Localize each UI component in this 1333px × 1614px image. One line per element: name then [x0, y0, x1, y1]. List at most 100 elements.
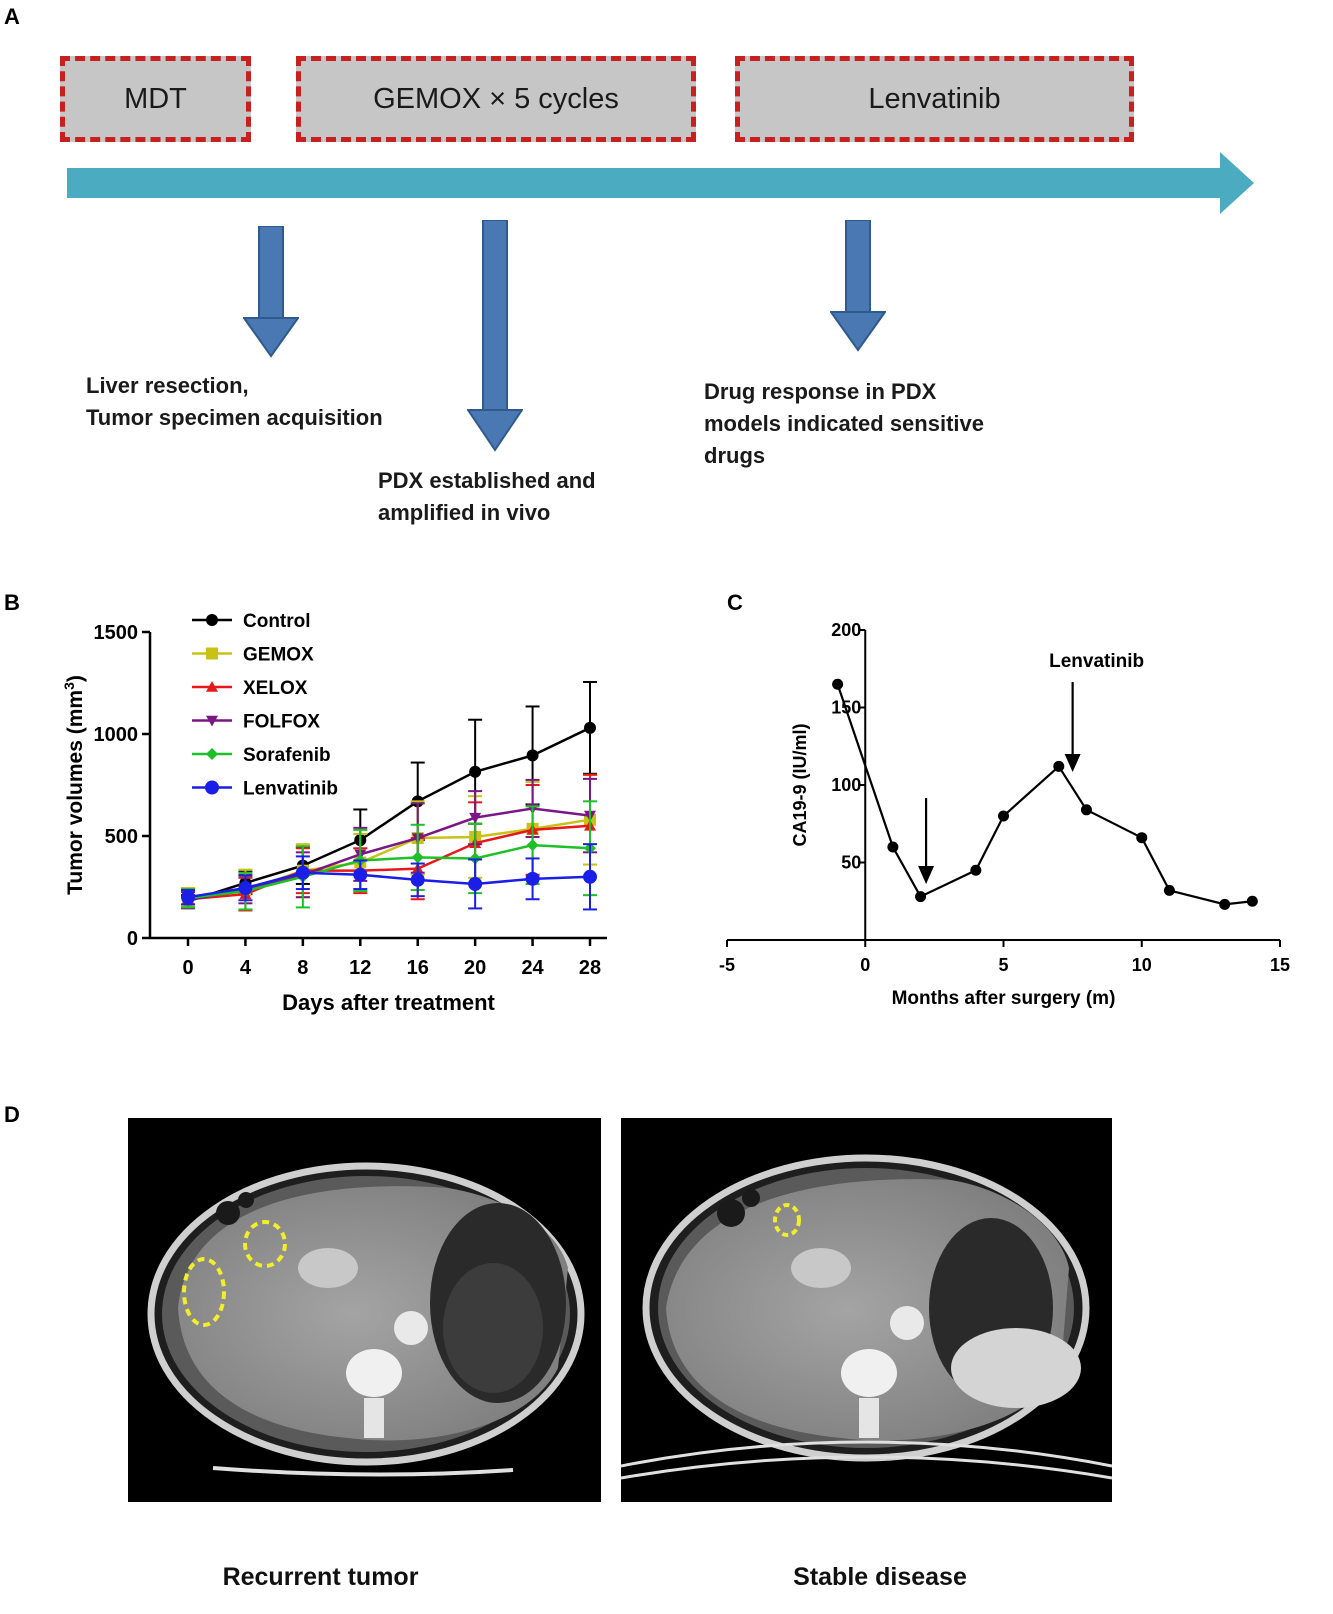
legend-marker	[206, 715, 218, 727]
data-point	[469, 812, 482, 824]
x-axis-label: Days after treatment	[282, 990, 495, 1015]
data-point	[1053, 760, 1065, 772]
series-lenvatinib	[181, 843, 597, 911]
legend-label: FOLFOX	[243, 712, 320, 733]
data-point	[1163, 884, 1175, 896]
data-point	[887, 841, 899, 853]
down-arrow-icon-2	[467, 220, 523, 452]
x-tick-label: 5	[998, 955, 1008, 975]
x-tick-label: 8	[297, 957, 308, 979]
data-point	[468, 876, 483, 891]
y-tick-label: 500	[105, 826, 138, 848]
data-point	[1080, 804, 1092, 816]
y-tick-label: 1000	[94, 724, 139, 746]
series-line	[187, 871, 591, 899]
data-point	[469, 852, 482, 865]
x-tick-label: 16	[407, 957, 429, 979]
x-tick-label: 0	[182, 957, 193, 979]
data-point	[1219, 898, 1231, 910]
step-line: drugs	[704, 443, 766, 468]
y-tick-label: 200	[831, 620, 861, 640]
x-tick-label: 15	[1270, 955, 1290, 975]
legend-marker	[206, 614, 218, 626]
data-point	[970, 864, 982, 876]
x-axis-label: Months after surgery (m)	[892, 988, 1116, 1009]
timeline-arrow-body	[67, 168, 1222, 198]
step-line: Drug response in PDX	[704, 379, 937, 404]
panel-letter-a: A	[4, 4, 20, 29]
annotation-arrow-head	[918, 866, 935, 884]
x-tick-label: 28	[579, 957, 601, 979]
data-point	[410, 872, 425, 887]
y-tick-label: 1500	[94, 622, 139, 644]
phase-mdt-box: MDT	[60, 56, 251, 142]
x-tick-label: 4	[240, 957, 252, 979]
series-line	[187, 824, 591, 901]
ct-scan-drawing	[147, 1162, 585, 1477]
data-point	[1136, 832, 1148, 844]
x-tick-label: -5	[719, 955, 735, 975]
ct-caption-recurrent: Recurrent tumor	[222, 1563, 419, 1591]
data-point	[832, 678, 844, 690]
data-point	[469, 765, 482, 778]
data-point	[915, 891, 927, 903]
step-line: models indicated sensitive	[704, 411, 984, 436]
step-text-drug-response: Drug response in PDX models indicated se…	[704, 376, 984, 472]
step-line: PDX established and	[378, 468, 596, 493]
x-tick-label: 24	[521, 957, 544, 979]
legend-label: Lenvatinib	[243, 779, 338, 800]
data-point	[411, 851, 424, 864]
data-point	[295, 865, 310, 880]
down-arrow-icon-1	[243, 226, 299, 358]
x-tick-label: 0	[860, 955, 870, 975]
data-point	[998, 810, 1009, 822]
data-point	[238, 881, 253, 896]
y-axis-label: Tumor volumes (mm3)	[61, 675, 87, 895]
step-line: Liver resection,	[86, 373, 249, 398]
legend-label: XELOX	[243, 678, 308, 699]
data-point	[526, 749, 539, 762]
data-point	[525, 871, 540, 886]
panel-letter-d: D	[4, 1102, 20, 1127]
data-point	[583, 869, 597, 884]
y-tick-label: 50	[841, 853, 861, 873]
y-tick-label: 100	[831, 775, 861, 795]
y-axis-label: CA19-9 (IU/ml)	[790, 723, 810, 846]
x-tick-label: 20	[464, 957, 486, 979]
tumor-volume-chart: 0 500 1000 1500 0 4 8 12 16 20 24 28 Days after trea…	[61, 611, 607, 1015]
legend-label: Sorafenib	[243, 745, 331, 766]
ct-scan-recurrent	[128, 1118, 601, 1502]
step-text-pdx: PDX established and amplified in vivo	[378, 465, 596, 529]
legend-marker	[206, 681, 218, 692]
y-axis-label-superscript: 3	[61, 682, 77, 690]
tumor-marker-icon	[243, 1220, 287, 1268]
legend-marker	[205, 780, 219, 795]
panel-letter-b: B	[4, 590, 20, 615]
ct-scan-drawing	[621, 1154, 1112, 1480]
legend-marker	[206, 647, 218, 660]
annotation-arrow-head	[1064, 754, 1081, 772]
step-text-resection: Liver resection, Tumor specimen acquisit…	[86, 370, 383, 434]
tumor-marker-icon	[182, 1257, 226, 1327]
data-point	[526, 839, 539, 852]
step-line: Tumor specimen acquisition	[86, 405, 383, 430]
x-tick-label: 12	[349, 957, 371, 979]
phase-gemox-box: GEMOX × 5 cycles	[296, 56, 696, 142]
data-point	[1246, 895, 1258, 907]
timeline-arrow-head	[1220, 152, 1254, 214]
tumor-marker-icon	[773, 1203, 801, 1237]
series-line	[836, 683, 1253, 906]
y-axis-label-end: )	[64, 675, 87, 682]
panel-letter-c: C	[727, 590, 743, 615]
legend-marker	[206, 748, 218, 760]
ct-scan-stable	[621, 1118, 1112, 1502]
phase-lenvatinib-box: Lenvatinib	[735, 56, 1134, 142]
down-arrow-icon-3	[830, 220, 886, 352]
series-line	[187, 843, 591, 900]
x-tick-label: 10	[1132, 955, 1152, 975]
data-point	[181, 890, 195, 905]
legend-label: Control	[243, 611, 311, 632]
legend-label: GEMOX	[243, 645, 314, 666]
y-tick-label: 0	[127, 928, 138, 950]
